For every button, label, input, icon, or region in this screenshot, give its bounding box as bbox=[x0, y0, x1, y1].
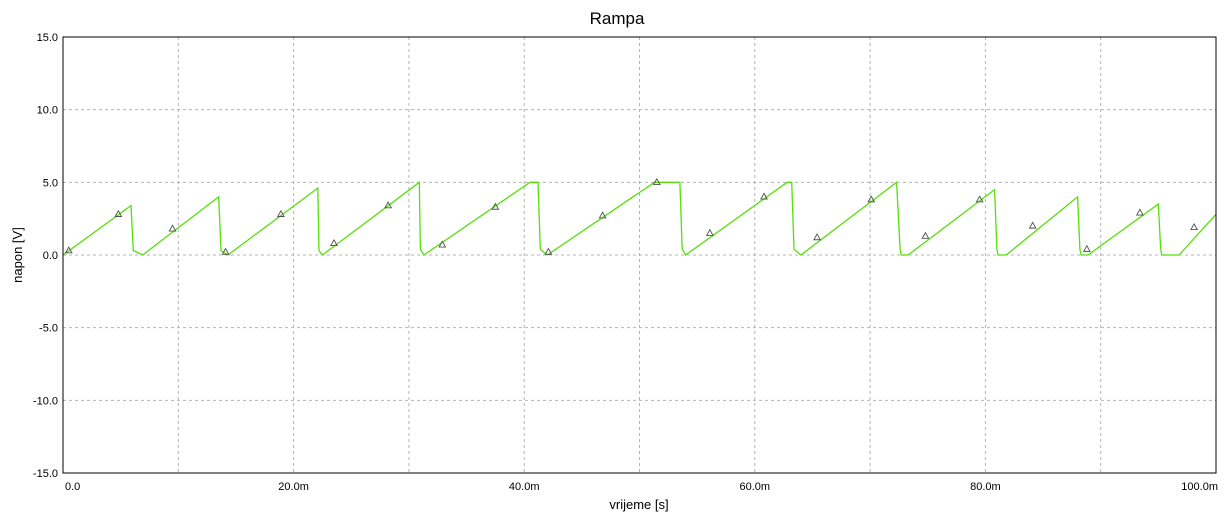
series-marker bbox=[384, 201, 393, 209]
x-axis-label: vrijeme [s] bbox=[609, 497, 668, 512]
y-tick-label: -10.0 bbox=[33, 395, 58, 407]
y-tick-label: 0.0 bbox=[43, 250, 58, 262]
series-marker bbox=[1082, 244, 1091, 252]
y-tick-label: 5.0 bbox=[43, 177, 58, 189]
series-marker bbox=[438, 240, 447, 248]
plot-frame bbox=[62, 36, 1217, 474]
x-tick-label: 20.0m bbox=[278, 481, 309, 493]
series-marker bbox=[276, 209, 285, 217]
series-marker bbox=[329, 238, 338, 247]
y-axis-ticks: 15.0 10.0 5.0 0.0 -5.0 -10.0 -15.0 bbox=[33, 32, 58, 480]
series-marker bbox=[652, 177, 661, 185]
series-marker bbox=[760, 192, 768, 200]
series-layer bbox=[62, 181, 1217, 256]
grid bbox=[63, 37, 1216, 473]
x-tick-label: 100.0m bbox=[1181, 481, 1218, 493]
y-tick-label: 10.0 bbox=[37, 105, 58, 117]
y-tick-label: 15.0 bbox=[37, 32, 58, 44]
series-marker bbox=[921, 231, 930, 239]
series-marker bbox=[64, 246, 73, 254]
series-line bbox=[62, 181, 1217, 256]
series-marker bbox=[867, 195, 876, 203]
y-tick-label: -5.0 bbox=[39, 323, 58, 335]
series-marker bbox=[1190, 222, 1199, 231]
series-marker bbox=[221, 247, 230, 255]
marker-layer bbox=[64, 177, 1199, 255]
x-axis-ticks: 0.0 20.0m 40.0m 60.0m 80.0m 100.0m bbox=[65, 481, 1218, 493]
x-tick-label: 80.0m bbox=[970, 481, 1001, 493]
series-marker bbox=[598, 211, 607, 219]
series-marker bbox=[544, 247, 553, 255]
x-tick-label: 60.0m bbox=[740, 481, 771, 493]
series-marker bbox=[491, 202, 500, 210]
y-tick-label: -15.0 bbox=[33, 468, 58, 480]
series-marker bbox=[705, 228, 714, 236]
x-tick-label: 40.0m bbox=[509, 481, 540, 493]
series-marker bbox=[813, 233, 822, 241]
series-marker bbox=[114, 209, 123, 217]
x-tick-label: 0.0 bbox=[65, 481, 80, 493]
series-marker bbox=[975, 195, 984, 203]
chart-title: Rampa bbox=[590, 9, 645, 28]
series-marker bbox=[1135, 208, 1144, 216]
series-marker bbox=[1028, 221, 1037, 229]
series-marker bbox=[168, 224, 177, 232]
y-axis-label: napon [V] bbox=[10, 227, 25, 283]
